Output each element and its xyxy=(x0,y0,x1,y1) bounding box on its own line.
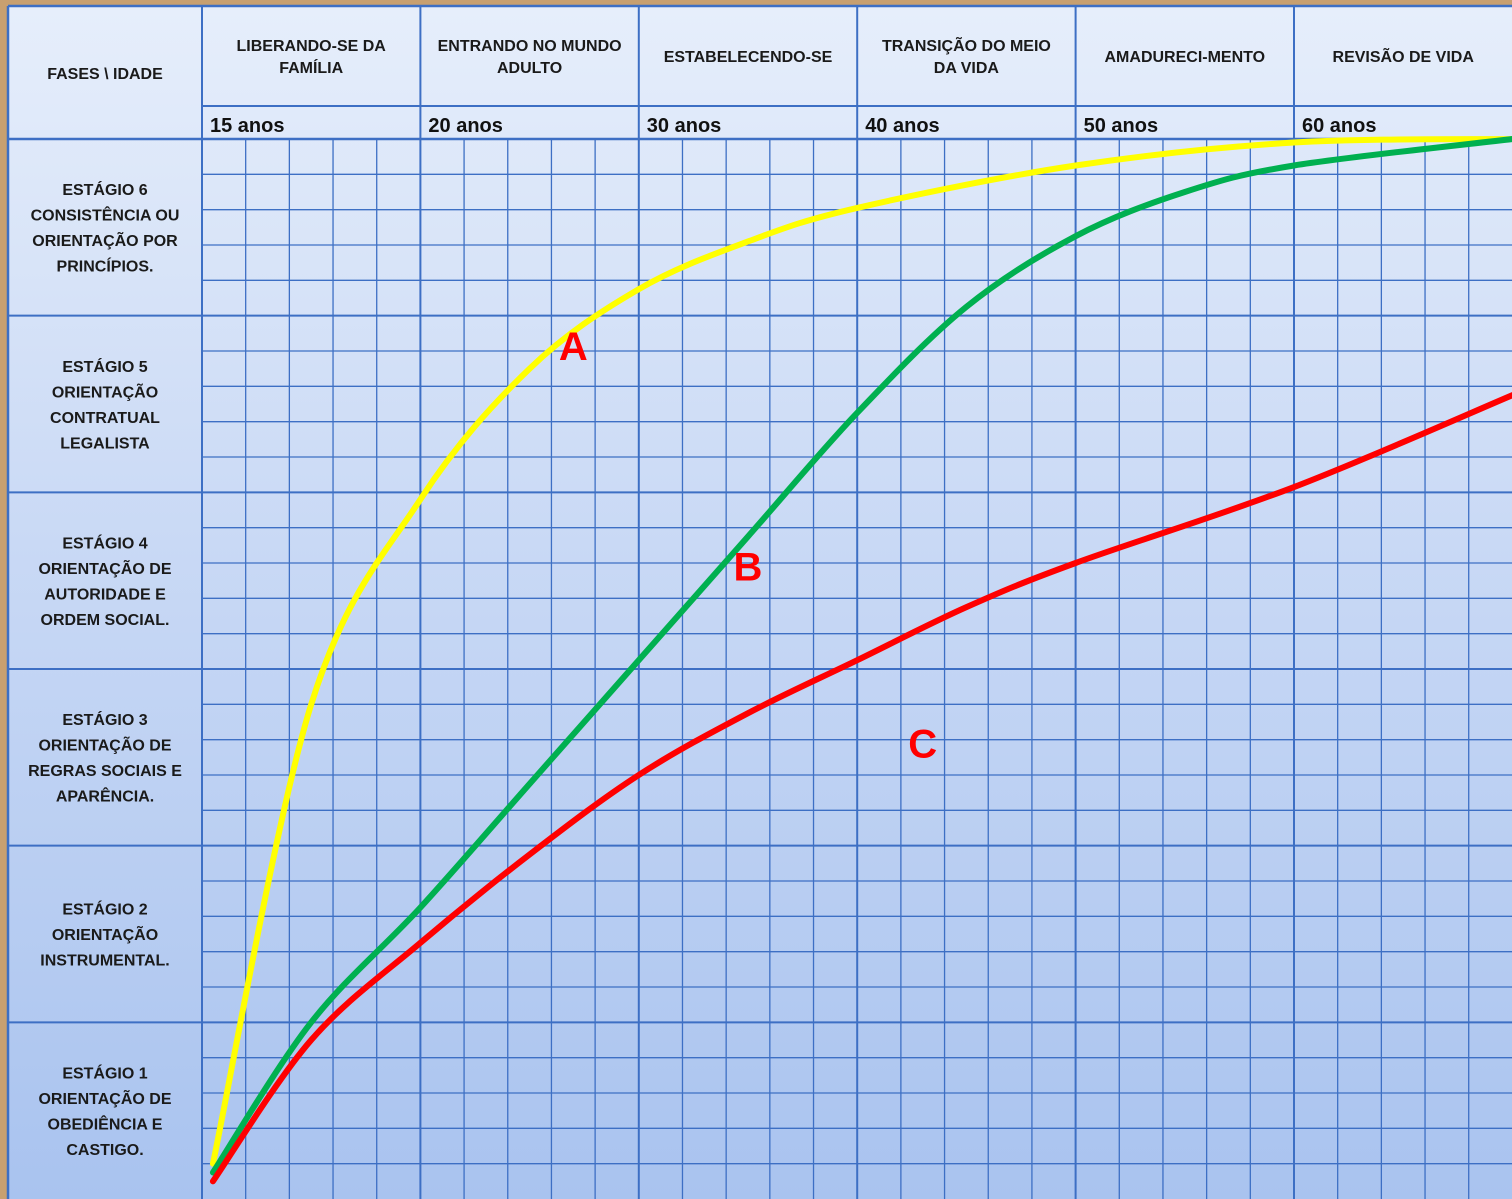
phase-header: LIBERANDO-SE DA FAMÍLIA xyxy=(237,38,387,77)
phase-header: TRANSIÇÃO DO MEIO DA VIDA xyxy=(882,35,1051,77)
grid xyxy=(6,4,1512,1199)
table-header: FASES \ IDADE LIBERANDO-SE DA FAMÍLIA ENTRA… xyxy=(47,35,1474,137)
curve-label-c: C xyxy=(908,722,937,766)
curve-c xyxy=(209,392,1512,1185)
curve-annotations: A B C xyxy=(559,325,937,766)
age-tick-label: 50 anos xyxy=(1084,115,1158,137)
curve-a xyxy=(209,136,1512,1167)
phase-header: REVISÃO DE VIDA xyxy=(1333,46,1475,66)
stage-label: ESTÁGIO 4 ORIENTAÇÃO DE AUTORIDADE E ORDEM … xyxy=(38,533,171,629)
age-tick-label: 30 anos xyxy=(647,115,721,137)
curve-b xyxy=(209,136,1512,1176)
curves xyxy=(209,136,1512,1185)
stage-label: ESTÁGIO 5 ORIENTAÇÃO CONTRATUAL LEGALISTA xyxy=(50,357,160,453)
age-tick-label: 15 anos xyxy=(210,115,284,137)
stage-column: ESTÁGIO 6 CONSISTÊNCIA OU ORIENTAÇÃO POR PR… xyxy=(28,180,182,1159)
age-tick-label: 20 anos xyxy=(428,115,502,137)
stage-label: ESTÁGIO 6 CONSISTÊNCIA OU ORIENTAÇÃO POR PR… xyxy=(31,180,180,276)
stage-label: ESTÁGIO 2 ORIENTAÇÃO INSTRUMENTAL. xyxy=(40,900,169,970)
stage-label: ESTÁGIO 3 ORIENTAÇÃO DE REGRAS SOCIAIS E AP… xyxy=(28,710,182,806)
age-tick-label: 40 anos xyxy=(865,115,939,137)
age-tick-label: 60 anos xyxy=(1302,115,1376,137)
phase-header: AMADURECI-MENTO xyxy=(1105,49,1266,66)
corner-label: FASES \ IDADE xyxy=(47,66,163,83)
stage-label: ESTÁGIO 1 ORIENTAÇÃO DE OBEDIÊNCIA E CASTIG… xyxy=(38,1063,171,1159)
table-background xyxy=(8,6,1512,1199)
curve-label-a: A xyxy=(559,325,588,369)
phase-header: ENTRANDO NO MUNDO ADULTO xyxy=(438,38,622,77)
phase-header: ESTABELECENDO-SE xyxy=(664,49,833,66)
curve-label-b: B xyxy=(734,546,763,590)
